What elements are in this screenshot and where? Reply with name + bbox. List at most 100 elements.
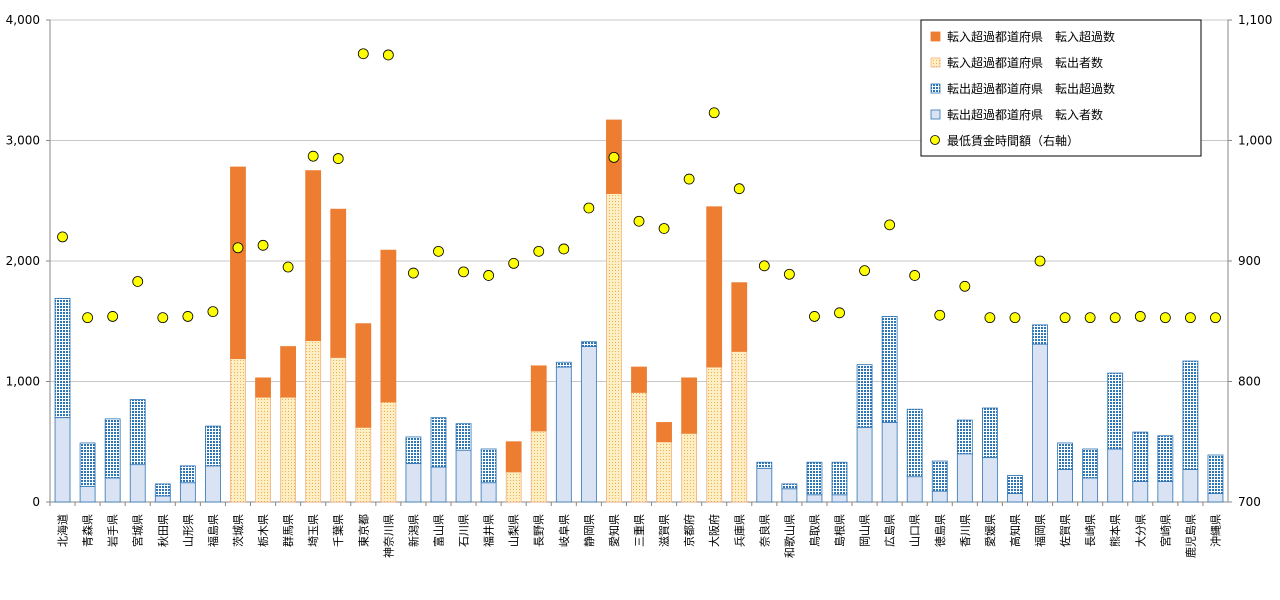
- bar-out-excess: [806, 461, 823, 496]
- bar-in-base: [230, 358, 246, 503]
- bar-out-base: [806, 494, 823, 503]
- legend-swatch-out_base: [930, 109, 941, 120]
- wage-marker: [884, 219, 896, 231]
- wage-marker: [608, 151, 620, 163]
- bar-in-base: [280, 396, 297, 503]
- wage-marker: [558, 243, 570, 255]
- bar-in-excess: [305, 170, 322, 341]
- bar-out-base: [1157, 481, 1174, 503]
- bar-out-base: [1182, 469, 1199, 503]
- bar-in-excess: [505, 441, 522, 473]
- x-tick-label: 熊本県: [1108, 514, 1122, 547]
- bar-out-base: [480, 482, 497, 503]
- wage-marker: [458, 266, 469, 278]
- wage-marker: [959, 280, 971, 292]
- bar-in-base: [255, 396, 271, 503]
- x-tick-label: 茨城県: [231, 514, 245, 547]
- x-tick-label: 島根県: [833, 514, 847, 547]
- wage-marker: [708, 107, 720, 119]
- y-right-tick-label: 800: [1238, 375, 1261, 389]
- y-left-tick-label: 4,000: [6, 13, 40, 27]
- bar-in-excess: [731, 282, 748, 352]
- bar-out-excess: [480, 448, 497, 484]
- wage-marker: [533, 245, 545, 257]
- y-right-tick-label: 900: [1238, 254, 1261, 268]
- wage-marker: [107, 311, 119, 322]
- bar-in-excess: [380, 249, 397, 403]
- bar-out-excess: [1132, 431, 1149, 482]
- x-tick-label: 兵庫県: [732, 514, 746, 547]
- x-tick-label: 愛知県: [607, 514, 621, 547]
- x-tick-label: 群馬県: [281, 514, 295, 547]
- legend-swatch-in_excess: [930, 31, 941, 42]
- bar-out-base: [555, 366, 572, 503]
- x-tick-label: 三重県: [632, 514, 646, 547]
- x-tick-label: 岐阜県: [558, 514, 571, 547]
- bar-out-base: [1007, 493, 1023, 503]
- x-tick-label: 秋田県: [156, 514, 170, 547]
- bar-in-base: [530, 430, 547, 503]
- x-tick-label: 香川県: [959, 514, 972, 547]
- wage-marker: [357, 48, 369, 60]
- wage-marker: [1009, 312, 1021, 324]
- wage-marker: [1059, 312, 1071, 324]
- wage-marker: [934, 309, 946, 321]
- bar-out-base: [881, 422, 898, 503]
- x-tick-label: 高知県: [1008, 514, 1022, 547]
- bar-in-base: [606, 193, 622, 503]
- bar-in-excess: [706, 206, 723, 368]
- wage-marker: [683, 173, 695, 185]
- wage-marker: [633, 215, 645, 227]
- x-tick-label: 宮城県: [131, 514, 145, 547]
- x-tick-label: 徳島県: [933, 514, 947, 547]
- wage-marker: [1185, 312, 1196, 324]
- wage-marker: [182, 311, 194, 322]
- bar-out-excess: [405, 436, 422, 464]
- bar-out-excess: [1007, 475, 1023, 494]
- bar-out-excess: [756, 461, 773, 469]
- wage-marker: [1084, 312, 1096, 324]
- bar-out-excess: [455, 423, 472, 451]
- bar-in-excess: [280, 346, 297, 398]
- wage-marker: [257, 239, 269, 251]
- x-tick-label: 滋賀県: [658, 514, 671, 547]
- bar-out-base: [79, 485, 96, 503]
- bar-in-excess: [681, 377, 698, 434]
- wage-marker: [82, 312, 93, 324]
- wage-marker: [984, 312, 996, 324]
- wage-marker: [909, 270, 921, 281]
- x-tick-label: 大分県: [1133, 514, 1147, 547]
- wage-marker: [157, 312, 169, 324]
- wage-marker: [1034, 255, 1046, 267]
- x-tick-label: 大阪府: [707, 514, 721, 547]
- bar-in-base: [380, 401, 397, 503]
- wage-marker: [433, 245, 444, 257]
- x-tick-label: 石川県: [458, 514, 471, 547]
- x-tick-label: 青森県: [81, 514, 95, 547]
- bar-out-base: [1107, 448, 1124, 503]
- bar-out-excess: [430, 417, 447, 468]
- y-left-tick-label: 0: [32, 495, 40, 509]
- wage-marker: [1159, 312, 1171, 324]
- bar-out-excess: [179, 465, 196, 484]
- legend-swatch-in_base: [930, 57, 941, 68]
- x-tick-label: 栃木県: [256, 514, 270, 547]
- legend-swatch-out_excess: [930, 83, 941, 94]
- x-tick-label: 岡山県: [859, 514, 872, 547]
- y-left-tick-label: 3,000: [6, 134, 40, 148]
- bar-out-excess: [1057, 442, 1073, 470]
- wage-marker: [207, 306, 219, 318]
- bar-out-excess: [54, 297, 71, 419]
- bar-out-excess: [1182, 360, 1199, 470]
- bar-out-base: [931, 490, 948, 503]
- bar-in-base: [505, 471, 522, 503]
- wage-marker: [408, 267, 419, 279]
- bar-out-excess: [205, 425, 221, 467]
- bar-in-base: [681, 432, 698, 503]
- bar-out-base: [455, 449, 472, 503]
- wage-marker: [132, 276, 144, 287]
- x-tick-label: 福島県: [206, 514, 220, 547]
- x-tick-label: 山口県: [909, 514, 922, 547]
- bar-out-base: [405, 463, 422, 503]
